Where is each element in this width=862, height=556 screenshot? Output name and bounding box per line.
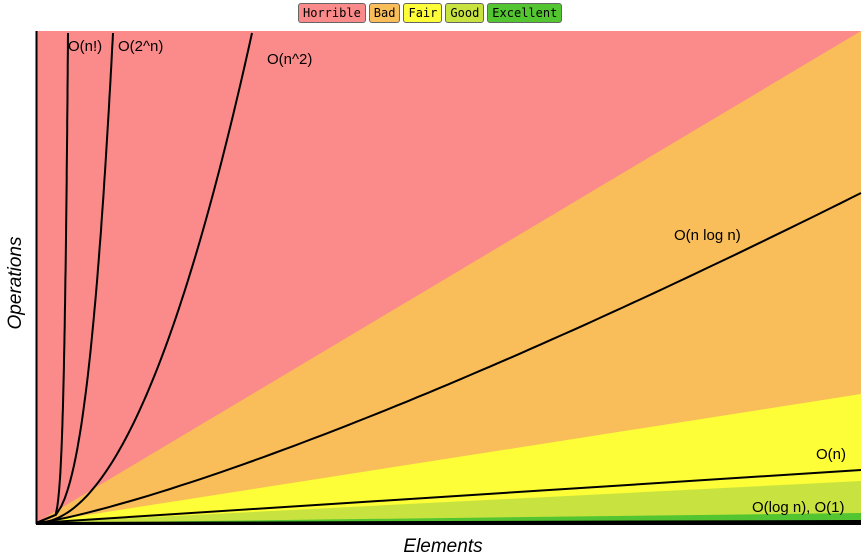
curve-label: O(2^n): [118, 38, 163, 55]
curve-label: O(n): [816, 446, 846, 463]
curve-n-log-n: [35, 192, 862, 524]
curve-label: O(n^2): [267, 51, 312, 68]
region-bad: [36, 31, 861, 523]
y-axis-title: Operations: [5, 236, 26, 329]
legend-item-bad: Bad: [368, 3, 401, 23]
curve-label: O(log n), O(1): [752, 499, 845, 516]
legend-item-horrible: Horrible: [298, 3, 366, 23]
curve-label: O(n log n): [674, 227, 741, 244]
curve-label: O(n!): [68, 38, 102, 55]
curve-2-pow-n: [35, 32, 114, 524]
region-fair: [36, 394, 861, 523]
legend-item-excellent: Excellent: [487, 3, 563, 23]
legend: Horrible Bad Fair Good Excellent: [298, 3, 563, 23]
legend-item-good: Good: [445, 3, 485, 23]
curve-n-squared: [35, 32, 253, 524]
curve-n: [35, 469, 862, 524]
legend-item-fair: Fair: [403, 3, 443, 23]
complexity-regions: [36, 31, 861, 523]
region-good: [36, 481, 861, 523]
curve-n-factorial: [35, 32, 69, 524]
x-axis-title: Elements: [403, 536, 483, 556]
curve-labels: O(n!) O(2^n) O(n^2) O(n log n) O(n) O(log n),…: [68, 38, 846, 516]
